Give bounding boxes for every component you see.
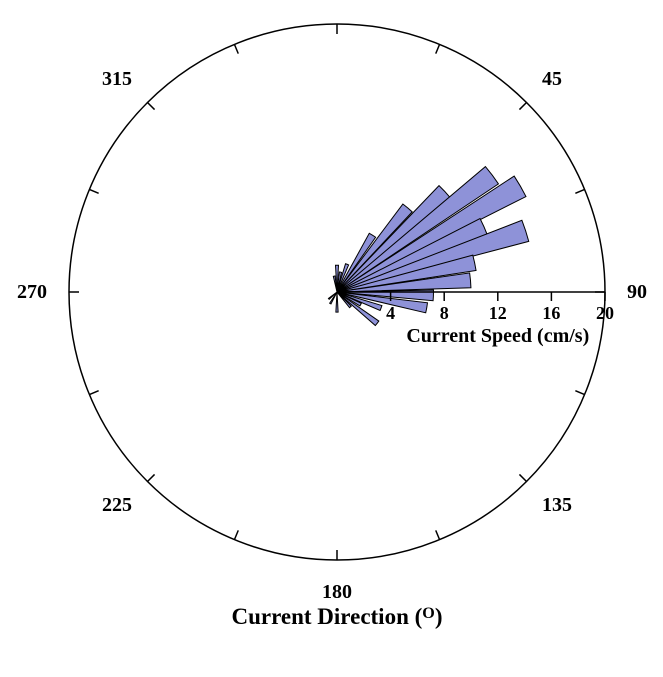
angle-label: 225 [102,494,132,516]
rose-bar [336,292,338,312]
radial-tick-label: 12 [489,303,507,323]
radial-tick-label: 8 [440,303,449,323]
rose-chart: 48121620Current Speed (cm/s)045901351802… [0,0,663,677]
angle-label: 270 [17,281,47,303]
rose-bars [328,167,528,326]
angle-label: 180 [322,581,352,603]
angle-label: 0 [332,0,342,3]
angle-label: 45 [542,68,562,90]
radial-tick-label: 16 [542,303,560,323]
angle-label: 315 [102,68,132,90]
angle-label: 135 [542,494,572,516]
angle-label: 90 [627,281,647,303]
radial-tick-label: 4 [386,303,395,323]
radial-axis-label: Current Speed (cm/s) [406,325,589,347]
direction-axis-label: Current Direction (O) [232,604,443,629]
